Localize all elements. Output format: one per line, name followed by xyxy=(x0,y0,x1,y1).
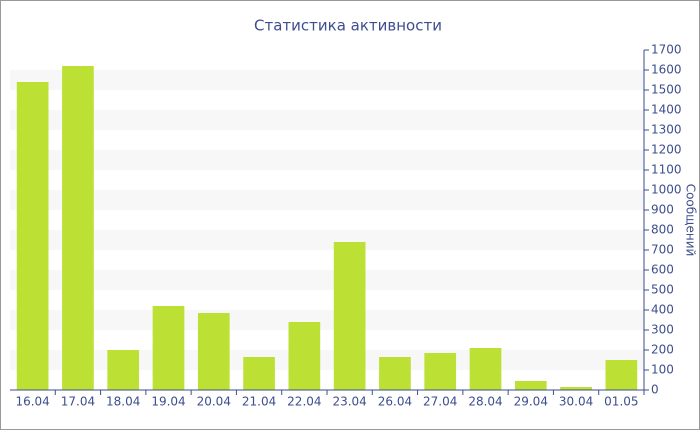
x-tick-label: 30.04 xyxy=(559,395,593,409)
bar xyxy=(469,348,502,390)
x-tick-label: 29.04 xyxy=(514,395,548,409)
grid-band xyxy=(10,70,644,90)
bar xyxy=(424,353,457,390)
chart-title: Статистика активности xyxy=(254,17,442,35)
x-tick-label: 19.04 xyxy=(151,395,185,409)
x-tick-label: 28.04 xyxy=(468,395,502,409)
y-tick-label: 700 xyxy=(651,243,674,257)
x-tick-label: 18.04 xyxy=(106,395,140,409)
y-tick-label: 100 xyxy=(651,363,674,377)
bar xyxy=(605,360,638,390)
y-tick-label: 1300 xyxy=(651,123,682,137)
x-tick-label: 21.04 xyxy=(242,395,276,409)
grid-band xyxy=(10,310,644,330)
x-tick-label: 01.05 xyxy=(604,395,638,409)
y-tick-label: 600 xyxy=(651,263,674,277)
bar xyxy=(16,82,49,390)
bar xyxy=(243,357,275,390)
x-tick-label: 17.04 xyxy=(61,395,95,409)
grid-band xyxy=(10,230,644,250)
y-tick-label: 500 xyxy=(651,283,674,297)
x-tick-label: 27.04 xyxy=(423,395,457,409)
y-tick-label: 400 xyxy=(651,303,674,317)
y-tick-label: 300 xyxy=(651,323,674,337)
x-tick-label: 16.04 xyxy=(15,395,49,409)
bar xyxy=(288,322,321,390)
grid-band xyxy=(10,350,644,370)
y-tick-label: 1000 xyxy=(651,183,682,197)
grid-band xyxy=(10,110,644,130)
y-tick-label: 1500 xyxy=(651,83,682,97)
y-tick-label: 1200 xyxy=(651,143,682,157)
bar xyxy=(379,357,411,390)
bar xyxy=(152,306,185,390)
grid-band xyxy=(10,190,644,210)
y-tick-label: 200 xyxy=(651,343,674,357)
y-tick-label: 0 xyxy=(651,383,659,397)
bar xyxy=(560,387,592,390)
x-tick-label: 22.04 xyxy=(287,395,321,409)
bar xyxy=(514,381,547,390)
y-tick-label: 800 xyxy=(651,223,674,237)
y-axis-title: Сообщений xyxy=(684,184,698,257)
y-tick-label: 1400 xyxy=(651,103,682,117)
y-tick-label: 1100 xyxy=(651,163,682,177)
grid-band xyxy=(10,150,644,170)
bar xyxy=(62,66,94,390)
x-tick-label: 23.04 xyxy=(332,395,366,409)
y-tick-label: 900 xyxy=(651,203,674,217)
y-tick-label: 1700 xyxy=(651,43,682,57)
grid-band xyxy=(10,270,644,290)
x-tick-label: 20.04 xyxy=(197,395,231,409)
bar xyxy=(197,313,230,390)
bar xyxy=(107,350,140,390)
x-tick-label: 26.04 xyxy=(378,395,412,409)
y-tick-label: 1600 xyxy=(651,63,682,77)
bar xyxy=(333,242,366,390)
